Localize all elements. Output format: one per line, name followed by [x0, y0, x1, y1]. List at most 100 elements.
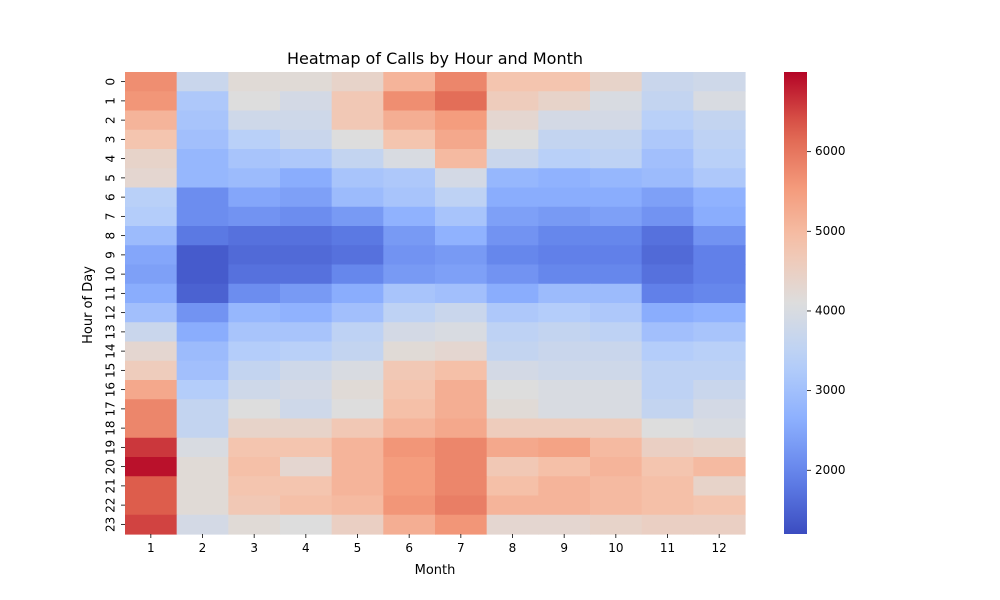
heatmap-cell: [590, 322, 643, 343]
x-tick-label: 12: [712, 541, 727, 555]
heatmap-cell: [125, 341, 178, 362]
heatmap-cell: [693, 418, 746, 439]
colorbar-tick-label: 4000: [815, 303, 846, 317]
heatmap-cell: [176, 245, 229, 266]
heatmap-cell: [125, 360, 178, 381]
heatmap-cell: [486, 322, 539, 343]
heatmap-cell: [435, 226, 488, 246]
y-tick-label: 3: [104, 136, 118, 144]
heatmap-cell: [228, 149, 281, 169]
heatmap-cell: [486, 110, 539, 131]
heatmap-cell: [125, 303, 178, 323]
heatmap-cell: [331, 245, 384, 266]
heatmap-cell: [590, 72, 643, 92]
colorbar-tick-label: 6000: [815, 144, 846, 158]
heatmap-cell: [331, 149, 384, 169]
heatmap-cell: [176, 495, 229, 516]
heatmap-cell: [641, 168, 694, 189]
y-tick-label: 21: [104, 478, 118, 493]
heatmap-cell: [641, 476, 694, 497]
heatmap-cell: [693, 380, 746, 400]
heatmap-cell: [538, 264, 591, 285]
heatmap-cell: [125, 514, 178, 535]
heatmap-cell: [486, 168, 539, 189]
heatmap-cell: [125, 129, 178, 150]
heatmap-cell: [693, 514, 746, 535]
heatmap-cell: [176, 514, 229, 535]
heatmap-cell: [538, 476, 591, 497]
heatmap-cell: [590, 380, 643, 400]
heatmap-cell: [538, 514, 591, 535]
heatmap-cell: [331, 360, 384, 381]
heatmap-cell: [486, 264, 539, 285]
heatmap-cell: [331, 303, 384, 323]
heatmap-cell: [383, 360, 436, 381]
y-tick-label: 12: [104, 305, 118, 320]
heatmap-cell: [486, 129, 539, 150]
heatmap-cell: [331, 476, 384, 497]
heatmap-cell: [331, 399, 384, 420]
heatmap-cell: [228, 129, 281, 150]
heatmap-cell: [176, 322, 229, 343]
heatmap-cell: [590, 476, 643, 497]
heatmap-cell: [280, 495, 333, 516]
heatmap-cell: [125, 149, 178, 169]
heatmap-cell: [280, 437, 333, 458]
heatmap-cell: [693, 245, 746, 266]
heatmap-cell: [693, 341, 746, 362]
heatmap-cell: [641, 226, 694, 246]
heatmap-cell: [435, 245, 488, 266]
heatmap-cell: [125, 226, 178, 246]
heatmap-cell: [331, 110, 384, 131]
heatmap-cell: [641, 418, 694, 439]
heatmap-cell: [125, 322, 178, 343]
heatmap-cell: [228, 380, 281, 400]
y-tick-label: 4: [104, 155, 118, 163]
heatmap-cell: [383, 457, 436, 477]
heatmap-cell: [538, 91, 591, 112]
heatmap-cell: [486, 380, 539, 400]
heatmap-cell: [176, 283, 229, 304]
heatmap-cell: [435, 283, 488, 304]
y-tick-label: 9: [104, 251, 118, 259]
y-tick-label: 6: [104, 193, 118, 201]
heatmap-cell: [590, 226, 643, 246]
heatmap-cell: [693, 437, 746, 458]
heatmap-cell: [228, 187, 281, 208]
y-tick-label: 17: [104, 401, 118, 416]
heatmap-cell: [125, 245, 178, 266]
heatmap-cell: [280, 72, 333, 92]
chart-title: Heatmap of Calls by Hour and Month: [287, 49, 583, 68]
heatmap-cell: [331, 437, 384, 458]
heatmap-cell: [383, 380, 436, 400]
heatmap-cell: [590, 206, 643, 227]
heatmap-cell: [693, 226, 746, 246]
heatmap-cell: [641, 457, 694, 477]
heatmap-cell: [125, 110, 178, 131]
heatmap-cell: [125, 206, 178, 227]
heatmap-cell: [486, 360, 539, 381]
heatmap-cell: [641, 322, 694, 343]
heatmap-cell: [228, 245, 281, 266]
heatmap-cell: [176, 437, 229, 458]
heatmap-cell: [383, 187, 436, 208]
heatmap-cell: [383, 72, 436, 92]
y-tick-label: 23: [104, 517, 118, 532]
heatmap-cell: [590, 110, 643, 131]
heatmap-cell: [641, 206, 694, 227]
heatmap-cell: [125, 495, 178, 516]
heatmap-cell: [125, 418, 178, 439]
heatmap-cell: [228, 322, 281, 343]
heatmap-cell: [486, 495, 539, 516]
heatmap-cell: [331, 264, 384, 285]
y-tick-label: 22: [104, 497, 118, 512]
heatmap-cell: [331, 187, 384, 208]
heatmap-cell: [280, 149, 333, 169]
heatmap-cell: [383, 283, 436, 304]
heatmap-cell: [383, 476, 436, 497]
heatmap-cell: [228, 457, 281, 477]
heatmap-cell: [641, 187, 694, 208]
heatmap-cell: [125, 380, 178, 400]
heatmap-cell: [641, 303, 694, 323]
